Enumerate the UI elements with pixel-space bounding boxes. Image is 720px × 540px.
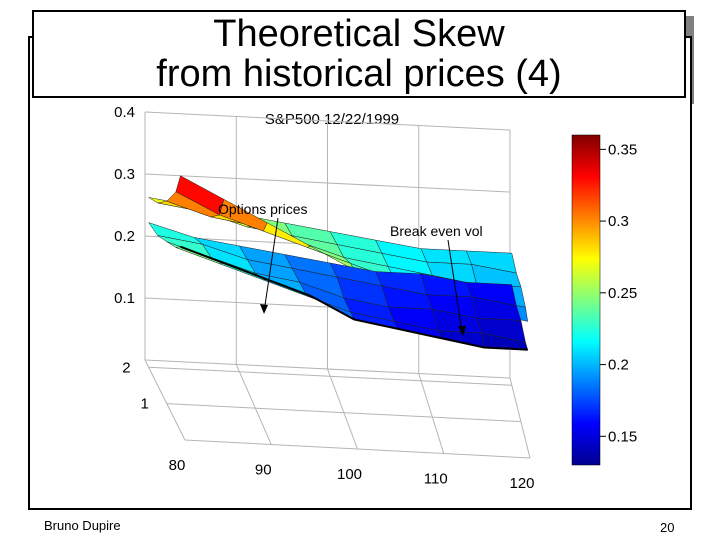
slide-title-box: Theoretical Skew from historical prices … [32, 10, 686, 98]
colorbar-tick-label-4: 0.35 [608, 141, 637, 158]
colorbar [571, 134, 601, 466]
colorbar-ticks: 0.15 0.2 0.25 0.3 0.35 [600, 141, 637, 445]
x-tick-label-2: 100 [337, 466, 362, 483]
footer-author: Bruno Dupire [44, 518, 121, 533]
axis-tick-labels: 80 90 100 110 120 1 2 0.1 0.2 0.3 0.4 [114, 104, 534, 492]
z-tick-label-0: 0.1 [114, 290, 135, 307]
gridline-x-0 [235, 116, 272, 445]
annotation-break-even-vol-label: Break even vol [390, 223, 483, 239]
gridline-x-1 [327, 121, 358, 450]
y-tick-label-1: 2 [122, 359, 130, 376]
grid-edge-4 [144, 359, 186, 441]
colorbar-tick-label-1: 0.2 [608, 357, 629, 374]
x-tick-label-3: 110 [424, 471, 448, 488]
x-tick-label-0: 80 [169, 457, 186, 474]
slide-title-line-1: Theoretical Skew [213, 13, 505, 55]
chart-title: S&P500 12/22/1999 [265, 111, 399, 128]
z-tick-label-1: 0.2 [114, 228, 135, 245]
gridline-y-1 [148, 366, 512, 386]
z-tick-label-2: 0.3 [114, 166, 135, 183]
x-tick-label-1: 90 [255, 462, 272, 479]
gridline-x-2 [418, 125, 445, 454]
z-tick-label-3: 0.4 [114, 104, 135, 121]
colorbar-tick-label-0: 0.15 [608, 428, 637, 445]
axes-grid [144, 111, 531, 459]
colorbar-tick-label-2: 0.25 [608, 285, 637, 302]
slide-title-line-2: from historical prices (4) [156, 53, 562, 95]
y-tick-label-0: 1 [140, 396, 148, 413]
gridline-y-0 [166, 403, 521, 423]
break-even-vol-curve [180, 245, 528, 351]
surface-chart: S&P500 12/22/1999 80 90 100 110 120120.10.20… [114, 104, 637, 492]
x-tick-label-4: 120 [509, 475, 534, 492]
colorbar-tick-label-3: 0.3 [608, 213, 629, 230]
page-number: 20 [660, 520, 675, 535]
grid-edge-6 [509, 377, 531, 459]
annotation-options-prices-label: Options prices [218, 201, 307, 217]
annotation-break-even-vol: Break even vol [390, 223, 483, 336]
annotation-options-prices: Options prices [218, 201, 307, 314]
